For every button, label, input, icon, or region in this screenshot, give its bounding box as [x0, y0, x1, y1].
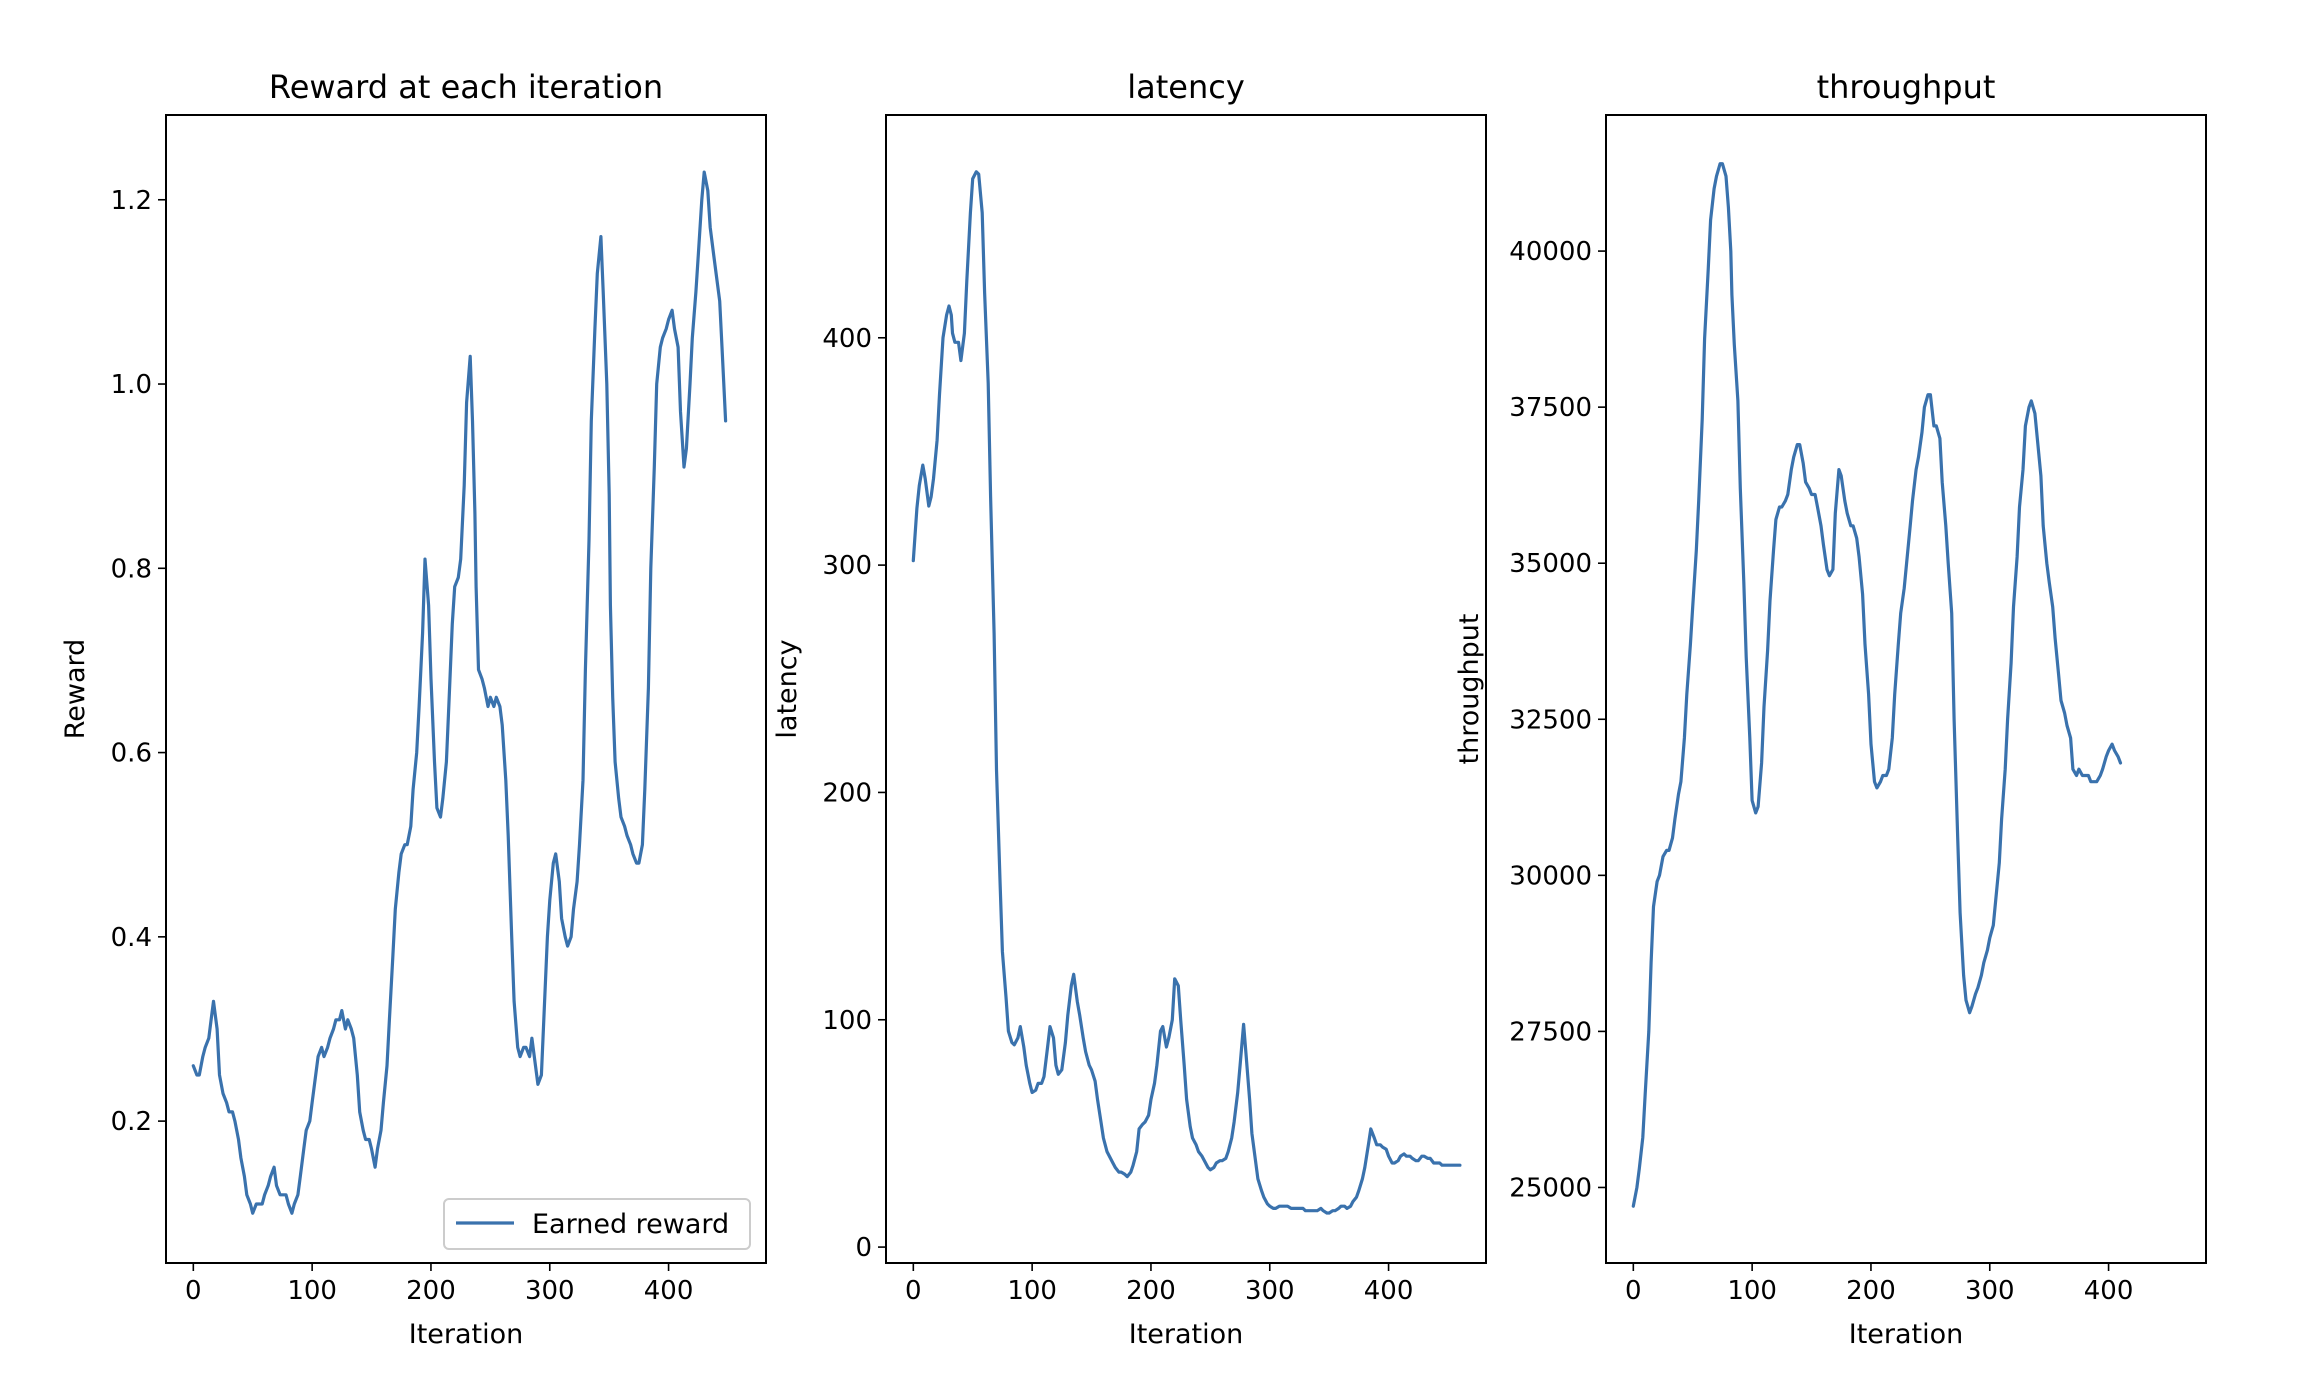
- y-ticks: 0.2 0.4 0.6 0.8 1.0 1.2: [111, 186, 166, 1137]
- legend-box: [443, 1198, 751, 1250]
- chart-title: latency: [1127, 68, 1245, 106]
- y-tick-label: 0: [855, 1233, 872, 1263]
- y-axis-label: Reward: [60, 639, 91, 740]
- subplot-throughput: 0 100 200 300 400 25000 27500 30000 32500 35000 3…: [1454, 68, 2207, 1350]
- x-axis-label: Iteration: [1849, 1319, 1964, 1350]
- x-tick-label: 200: [1126, 1276, 1176, 1306]
- x-tick-label: 0: [185, 1276, 202, 1306]
- x-tick-label: 400: [644, 1276, 694, 1306]
- subplot-reward: 0 100 200 300 400 0.2 0.4 0.6 0.8 1.0 1.2 Reward …: [60, 68, 767, 1350]
- y-tick-label: 1.0: [111, 370, 152, 400]
- y-tick-label: 27500: [1509, 1017, 1592, 1047]
- series-line: [1631, 162, 2123, 1208]
- series-line: [191, 170, 728, 1215]
- x-tick-label: 300: [1245, 1276, 1295, 1306]
- x-ticks: 0 100 200 300 400: [905, 1263, 1413, 1306]
- y-tick-label: 200: [822, 778, 872, 808]
- y-tick-label: 1.2: [111, 186, 152, 216]
- x-tick-label: 100: [1727, 1276, 1777, 1306]
- legend-entry: Earned reward: [532, 1209, 729, 1240]
- x-tick-label: 200: [1846, 1276, 1896, 1306]
- y-axis-label: throughput: [1454, 614, 1485, 765]
- x-axis-label: Iteration: [1129, 1319, 1244, 1350]
- plot-frame: [1605, 114, 2207, 1264]
- series-group: [191, 170, 728, 1215]
- y-tick-label: 40000: [1509, 237, 1592, 267]
- x-tick-label: 0: [1625, 1276, 1642, 1306]
- x-tick-label: 100: [1007, 1276, 1057, 1306]
- x-tick-label: 100: [287, 1276, 337, 1306]
- y-tick-label: 0.8: [111, 554, 152, 584]
- legend: Earned reward: [443, 1198, 751, 1250]
- y-ticks: 25000 27500 30000 32500 35000 37500 40000: [1509, 237, 1606, 1203]
- x-tick-label: 400: [2084, 1276, 2134, 1306]
- y-tick-label: 300: [822, 551, 872, 581]
- plot-frame: [165, 114, 767, 1264]
- x-ticks: 0 100 200 300 400: [185, 1263, 693, 1306]
- y-tick-label: 25000: [1509, 1173, 1592, 1203]
- y-tick-label: 0.2: [111, 1107, 152, 1137]
- y-tick-label: 0.4: [111, 923, 152, 953]
- y-tick-label: 37500: [1509, 393, 1592, 423]
- y-tick-label: 100: [822, 1006, 872, 1036]
- x-tick-label: 300: [1965, 1276, 2015, 1306]
- y-tick-label: 400: [822, 324, 872, 354]
- x-axis-label: Iteration: [409, 1319, 524, 1350]
- series-group: [911, 170, 1462, 1215]
- series-group: [1631, 162, 2123, 1208]
- y-tick-label: 30000: [1509, 861, 1592, 891]
- plot-frame: [885, 114, 1487, 1264]
- x-tick-label: 300: [525, 1276, 575, 1306]
- y-tick-label: 0.6: [111, 739, 152, 769]
- y-tick-label: 32500: [1509, 705, 1592, 735]
- x-ticks: 0 100 200 300 400: [1625, 1263, 2133, 1306]
- y-ticks: 0 100 200 300 400: [822, 324, 886, 1263]
- x-tick-label: 0: [905, 1276, 922, 1306]
- subplot-latency: 0 100 200 300 400 0 100 200 300 400 latency Iter…: [772, 68, 1487, 1350]
- chart-title: Reward at each iteration: [269, 68, 663, 106]
- x-tick-label: 400: [1364, 1276, 1414, 1306]
- series-line: [911, 170, 1462, 1215]
- y-tick-label: 35000: [1509, 549, 1592, 579]
- x-tick-label: 200: [406, 1276, 456, 1306]
- y-axis-label: latency: [772, 639, 803, 738]
- chart-title: throughput: [1817, 68, 1996, 106]
